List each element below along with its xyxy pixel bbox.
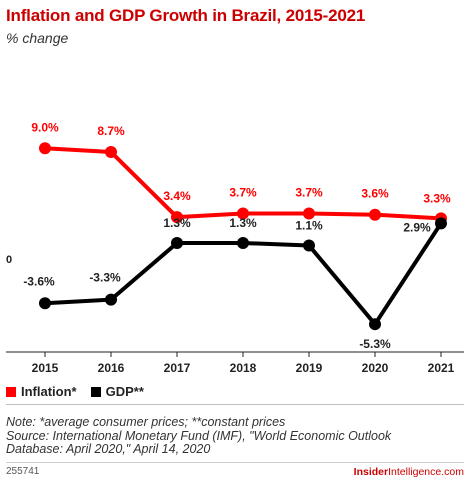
inflation-point <box>369 208 381 221</box>
gdp-point <box>369 318 381 331</box>
gdp-point <box>303 239 315 252</box>
data-label: 8.7% <box>97 124 125 138</box>
data-label: 1.1% <box>295 218 323 232</box>
x-tick-label: 2016 <box>98 361 125 375</box>
data-label: 3.6% <box>361 187 389 201</box>
y-tick-label: 0 <box>6 254 12 266</box>
x-tick-label: 2018 <box>230 361 257 375</box>
gdp-point <box>171 237 183 250</box>
line-chart: 0 2015 2016 2017 2018 2019 2020 2021 9.0% 8.7% 3.4… <box>6 120 464 375</box>
legend-item-gdp: GDP** <box>90 384 144 399</box>
gdp-point <box>237 237 249 250</box>
inflation-point <box>303 207 315 220</box>
x-tick-label: 2019 <box>296 361 323 375</box>
inflation-point <box>237 207 249 220</box>
legend: Inflation* GDP** <box>6 384 144 399</box>
x-tick-label: 2021 <box>428 361 455 375</box>
inflation-point <box>171 211 183 224</box>
x-tick-label: 2020 <box>362 361 389 375</box>
data-label: 3.4% <box>163 189 191 203</box>
divider <box>6 462 464 463</box>
data-label: 1.3% <box>229 216 257 230</box>
data-label: 3.3% <box>423 191 451 205</box>
brand-logo: InsiderIntelligence.com <box>354 466 464 478</box>
data-label: -3.3% <box>89 271 121 285</box>
data-label: 3.7% <box>295 185 323 199</box>
source-line: Database: April 2020," April 14, 2020 <box>6 442 211 456</box>
data-label: 3.7% <box>229 185 257 199</box>
data-label: 9.0% <box>31 120 59 134</box>
legend-label-inflation: Inflation* <box>21 384 77 399</box>
gdp-point <box>435 217 447 230</box>
chart-id: 255741 <box>6 466 40 477</box>
x-tick-label: 2017 <box>164 361 191 375</box>
gdp-point <box>105 293 117 306</box>
divider <box>6 404 464 405</box>
data-label: 2.9% <box>403 220 431 234</box>
legend-item-inflation: Inflation* <box>6 384 77 399</box>
data-label: 1.3% <box>163 216 191 230</box>
legend-swatch-inflation <box>6 386 16 397</box>
inflation-point <box>39 142 51 155</box>
brand-thin: Intelligence <box>388 466 442 478</box>
source-notes: Note: *average consumer prices; **consta… <box>6 415 392 457</box>
inflation-point <box>105 145 117 158</box>
brand-suffix: .com <box>441 466 464 478</box>
data-label: -5.3% <box>359 337 391 351</box>
data-label: -3.6% <box>23 274 55 288</box>
chart-title: Inflation and GDP Growth in Brazil, 2015… <box>6 6 366 25</box>
legend-swatch-gdp <box>90 386 101 397</box>
source-line: Source: International Monetary Fund (IMF… <box>6 428 392 443</box>
note-line: Note: *average consumer prices; **consta… <box>6 415 286 429</box>
chart-subtitle: % change <box>6 30 69 46</box>
brand-bold: Insider <box>353 466 389 478</box>
gdp-point <box>39 297 51 310</box>
legend-label-gdp: GDP** <box>105 384 144 399</box>
x-tick-label: 2015 <box>32 361 59 375</box>
